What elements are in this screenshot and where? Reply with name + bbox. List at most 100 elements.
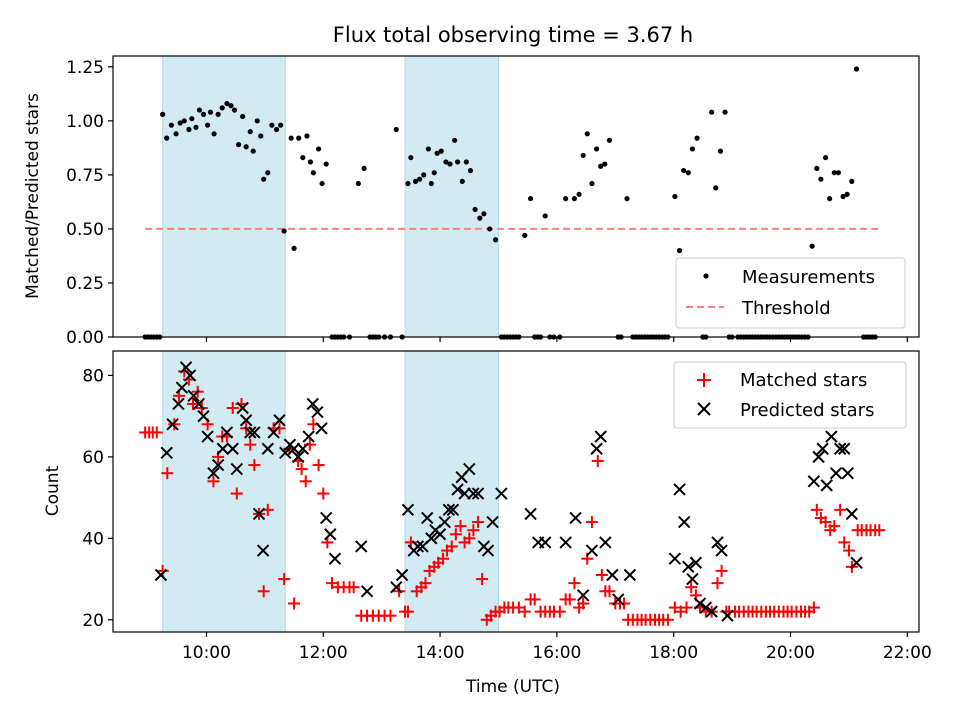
y-tick-label: 20 xyxy=(82,611,104,631)
matched-star-point xyxy=(834,503,847,516)
matched-star-point xyxy=(568,577,581,590)
predicted-star-point xyxy=(390,580,403,594)
predicted-star-point xyxy=(166,418,179,431)
predicted-star-point xyxy=(463,462,476,476)
legend-measurements-label: Measurements xyxy=(742,267,875,288)
matched-star-point xyxy=(563,593,576,606)
matched-star-point xyxy=(384,609,397,622)
measurement-point xyxy=(598,163,604,169)
measurement-point xyxy=(200,111,207,117)
y-tick-label: 80 xyxy=(82,366,104,386)
predicted-star-point xyxy=(711,536,724,549)
predicted-star-point xyxy=(673,483,686,496)
matched-star-point xyxy=(278,573,291,586)
measurement-point xyxy=(215,111,221,117)
measurement-point xyxy=(624,196,630,202)
predicted-star-point xyxy=(612,593,625,606)
matched-star-point xyxy=(577,597,590,610)
top-x-ticks xyxy=(205,337,908,342)
matched-star-point xyxy=(518,605,531,618)
predicted-star-point xyxy=(226,442,239,455)
y-tick-label: 40 xyxy=(82,529,104,549)
predicted-star-point xyxy=(261,442,274,455)
measurement-point xyxy=(809,243,815,249)
matched-star-point xyxy=(273,422,286,435)
matched-star-point xyxy=(873,524,886,537)
predicted-star-point xyxy=(328,552,342,565)
measurement-point xyxy=(522,232,528,239)
predicted-star-point xyxy=(467,487,480,500)
predicted-star-point xyxy=(248,426,261,439)
measurement-point xyxy=(300,154,306,161)
predicted-star-point xyxy=(446,503,460,517)
matched-star-point xyxy=(467,524,480,537)
predicted-star-point xyxy=(481,544,495,557)
predicted-star-point xyxy=(850,556,863,569)
measurement-point xyxy=(261,176,267,182)
top-plot-frame xyxy=(112,55,920,338)
matched-star-point xyxy=(463,532,476,545)
predicted-star-point xyxy=(838,442,851,455)
matched-star-point xyxy=(150,426,163,439)
x-tick-label: 18:00 xyxy=(649,643,698,663)
predicted-star-point xyxy=(256,544,270,557)
matched-star-point xyxy=(288,597,301,610)
matched-star-point xyxy=(842,544,855,557)
x-tick-label: 22:00 xyxy=(883,643,932,663)
measurement-point xyxy=(231,107,238,113)
measurement-point xyxy=(713,185,719,191)
bottom-plot-frame xyxy=(112,350,920,633)
measurement-point xyxy=(822,154,829,161)
measurement-point xyxy=(319,180,325,187)
measurement-point xyxy=(361,165,367,171)
predicted-star-point xyxy=(812,450,825,464)
matched-star-point xyxy=(553,605,566,618)
measurement-point xyxy=(492,237,499,243)
matched-star-point xyxy=(178,365,191,378)
legend-predicted-marker xyxy=(697,402,711,416)
y-tick-label: 0.75 xyxy=(66,166,104,186)
measurement-point xyxy=(428,180,434,187)
predicted-star-point xyxy=(594,430,607,443)
bottom-legend-box xyxy=(673,361,907,429)
matched-star-point xyxy=(661,613,674,626)
top-y-axis-label: Matched/Predicted stars xyxy=(23,93,43,299)
matched-star-point xyxy=(680,601,693,614)
measurement-point xyxy=(722,109,728,115)
measurement-point xyxy=(528,196,534,202)
measurement-point xyxy=(240,113,246,120)
predicted-star-point xyxy=(279,446,292,460)
predicted-star-point xyxy=(192,397,206,411)
y-tick-label: 60 xyxy=(82,448,104,468)
predicted-star-point xyxy=(175,381,189,394)
predicted-star-point xyxy=(524,507,537,521)
measurement-point xyxy=(315,146,322,152)
predicted-star-point xyxy=(693,597,707,610)
measurement-point xyxy=(421,172,427,178)
predicted-star-point xyxy=(154,568,168,582)
predicted-star-point xyxy=(686,572,699,586)
measurement-point xyxy=(443,159,449,165)
matched-star-point xyxy=(347,581,360,594)
measurement-point xyxy=(254,118,260,124)
predicted-star-point xyxy=(315,422,328,435)
predicted-star-point xyxy=(689,556,703,569)
predicted-star-point xyxy=(425,532,438,545)
matched-star-point xyxy=(819,516,832,529)
matched-star-point xyxy=(603,585,616,598)
predicted-star-point xyxy=(559,536,572,549)
measurement-point xyxy=(463,159,469,165)
matched-star-point xyxy=(715,564,728,577)
predicted-star-point xyxy=(306,397,319,411)
measurement-point xyxy=(584,131,590,137)
predicted-star-point xyxy=(230,462,244,476)
matched-star-point xyxy=(528,593,541,606)
measurement-point xyxy=(849,178,855,184)
shaded-interval-1 xyxy=(162,350,286,633)
legend-matched-label: Matched stars xyxy=(740,370,867,391)
matched-star-point xyxy=(436,552,449,565)
measurement-point xyxy=(408,154,414,161)
matched-star-point xyxy=(161,467,174,480)
predicted-star-point xyxy=(682,560,695,574)
predicted-star-point xyxy=(807,475,821,488)
